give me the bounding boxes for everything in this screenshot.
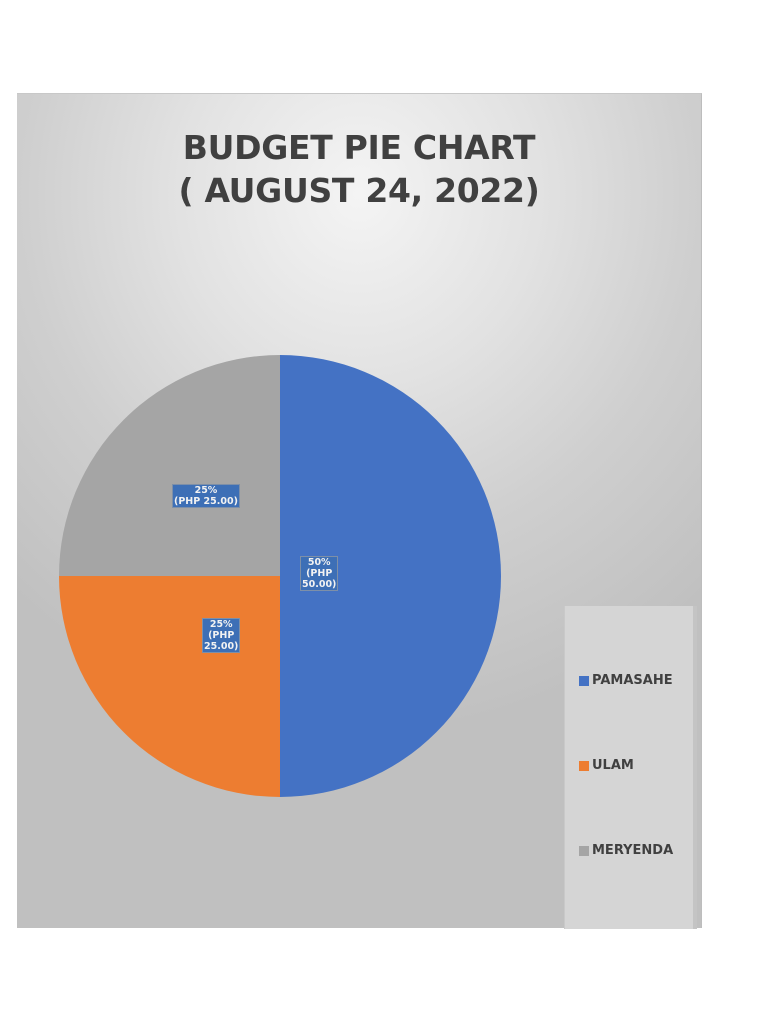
chart-title-line-2: ( AUGUST 24, 2022) (178, 171, 540, 210)
legend: PAMASAHE ULAM MERYENDA (564, 606, 697, 929)
chart-title: BUDGET PIE CHART ( AUGUST 24, 2022) (17, 126, 701, 212)
pie-slice-ulam (59, 576, 280, 797)
pie-chart (59, 355, 501, 797)
data-label-meryenda: 25% (PHP 25.00) (172, 484, 240, 508)
pie-slice-meryenda (59, 355, 280, 576)
legend-swatch-pamasahe (579, 675, 589, 686)
legend-item-meryenda: MERYENDA (579, 843, 673, 858)
legend-item-pamasahe: PAMASAHE (579, 673, 673, 688)
chart-title-line-1: BUDGET PIE CHART (182, 128, 536, 167)
data-label-pamasahe: 50% (PHP 50.00) (300, 556, 339, 591)
chart-area: BUDGET PIE CHART ( AUGUST 24, 2022) 50% … (17, 93, 702, 929)
pie-slice-pamasahe (280, 355, 501, 797)
legend-swatch-meryenda (579, 845, 589, 856)
data-label-ulam: 25% (PHP 25.00) (202, 618, 241, 653)
legend-item-ulam: ULAM (579, 758, 634, 773)
legend-swatch-ulam (579, 760, 589, 771)
